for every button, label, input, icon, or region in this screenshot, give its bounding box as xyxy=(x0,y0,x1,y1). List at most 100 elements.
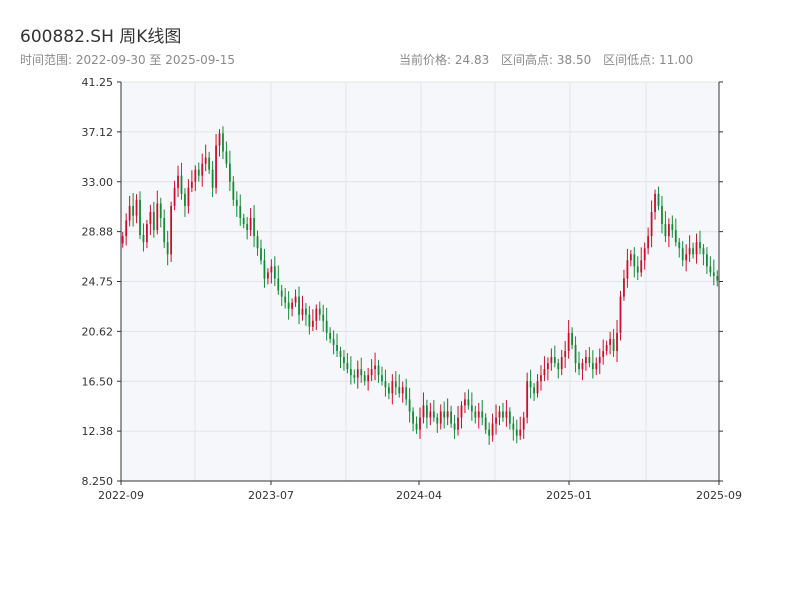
candle-body xyxy=(426,405,428,418)
candle-body xyxy=(533,387,535,394)
candle-body xyxy=(336,344,338,352)
candle-body xyxy=(529,381,532,388)
candle-body xyxy=(626,260,629,279)
candle-body xyxy=(439,411,442,424)
candle-body xyxy=(222,133,224,152)
candle-body xyxy=(695,242,698,255)
candle-body xyxy=(699,242,701,249)
candle-body xyxy=(647,236,650,249)
candle-body xyxy=(242,218,245,225)
candle-body xyxy=(536,381,539,394)
y-tick-label: 28.88 xyxy=(82,226,114,239)
candle-body xyxy=(515,429,518,436)
candle-body xyxy=(360,369,363,376)
candle-body xyxy=(370,369,373,376)
candle-body xyxy=(408,399,411,412)
candle-body xyxy=(305,308,307,315)
candle-body xyxy=(280,290,283,297)
current-price-label: 当前价格: 24.83 xyxy=(399,53,490,67)
candle-body xyxy=(301,308,304,315)
candle-body xyxy=(415,423,418,430)
candle-body xyxy=(401,387,404,394)
candle-body xyxy=(460,405,463,418)
y-tick-label: 33.00 xyxy=(82,176,114,189)
candle-body xyxy=(139,199,141,235)
candle-body xyxy=(277,278,280,291)
date-range-label: 时间范围: 2022-09-30 至 2025-09-15 xyxy=(20,53,235,67)
candle-body xyxy=(588,357,591,364)
candle-body xyxy=(387,387,390,394)
candle-body xyxy=(671,224,674,231)
x-tick-label: 2024-04 xyxy=(396,489,442,502)
candle-body xyxy=(381,375,383,382)
candle-body xyxy=(211,169,214,188)
candle-body xyxy=(273,266,276,279)
y-tick-label: 24.75 xyxy=(82,276,114,289)
candle-body xyxy=(636,266,639,273)
price-stats: 当前价格: 24.83 区间高点: 38.50 区间低点: 11.00 xyxy=(399,51,701,68)
x-tick-label: 2023-07 xyxy=(248,489,294,502)
candle-body xyxy=(391,381,394,394)
candle-body xyxy=(135,199,138,216)
candle-body xyxy=(629,254,632,261)
candle-body xyxy=(346,363,349,370)
candle-body xyxy=(315,308,318,321)
candle-body xyxy=(225,151,228,164)
candle-body xyxy=(377,365,380,376)
candle-body xyxy=(502,411,504,418)
candle-body xyxy=(349,369,352,376)
candle-body xyxy=(287,302,290,309)
candle-body xyxy=(322,314,325,321)
candle-body xyxy=(654,193,656,212)
candle-body xyxy=(432,411,435,418)
candle-body xyxy=(436,417,439,424)
candle-body xyxy=(712,272,715,277)
candle-body xyxy=(681,248,684,261)
candle-body xyxy=(470,405,473,412)
y-tick-label: 16.50 xyxy=(82,375,114,388)
candle-body xyxy=(197,169,200,176)
candle-body xyxy=(332,338,335,345)
x-tick-label: 2022-09 xyxy=(98,489,144,502)
candle-body xyxy=(571,332,573,345)
candle-body xyxy=(253,218,255,237)
candle-body xyxy=(318,308,321,315)
candle-body xyxy=(508,411,511,424)
candle-body xyxy=(235,199,238,206)
candle-body xyxy=(356,369,359,378)
candle-body xyxy=(453,423,456,430)
candle-body xyxy=(616,332,618,352)
candle-body xyxy=(512,423,515,430)
candle-body xyxy=(716,276,719,281)
candle-body xyxy=(239,205,242,219)
candle-body xyxy=(550,357,553,364)
candle-body xyxy=(692,248,694,255)
candle-body xyxy=(702,248,705,255)
candle-body xyxy=(591,363,594,370)
candle-body xyxy=(325,320,328,333)
candle-body xyxy=(623,278,625,297)
candle-body xyxy=(595,363,598,370)
candle-body xyxy=(464,399,466,406)
candle-body xyxy=(706,254,708,267)
candle-body xyxy=(201,163,204,176)
y-tick-label: 41.25 xyxy=(82,76,114,89)
candle-body xyxy=(522,417,525,430)
candle-body xyxy=(149,211,152,225)
candle-body xyxy=(612,338,615,352)
candle-body xyxy=(204,157,207,164)
candle-body xyxy=(142,234,145,243)
candle-body xyxy=(457,417,459,430)
candle-body xyxy=(263,260,266,279)
candle-body xyxy=(215,145,217,188)
candle-body xyxy=(308,314,311,327)
candle-body xyxy=(394,381,397,388)
candle-body xyxy=(578,363,580,370)
candle-body xyxy=(650,211,653,237)
candle-body xyxy=(246,224,249,231)
candle-body xyxy=(343,357,345,364)
candle-body xyxy=(256,236,259,249)
candle-body xyxy=(519,429,522,436)
candle-body xyxy=(353,375,356,378)
candle-body xyxy=(446,411,449,418)
